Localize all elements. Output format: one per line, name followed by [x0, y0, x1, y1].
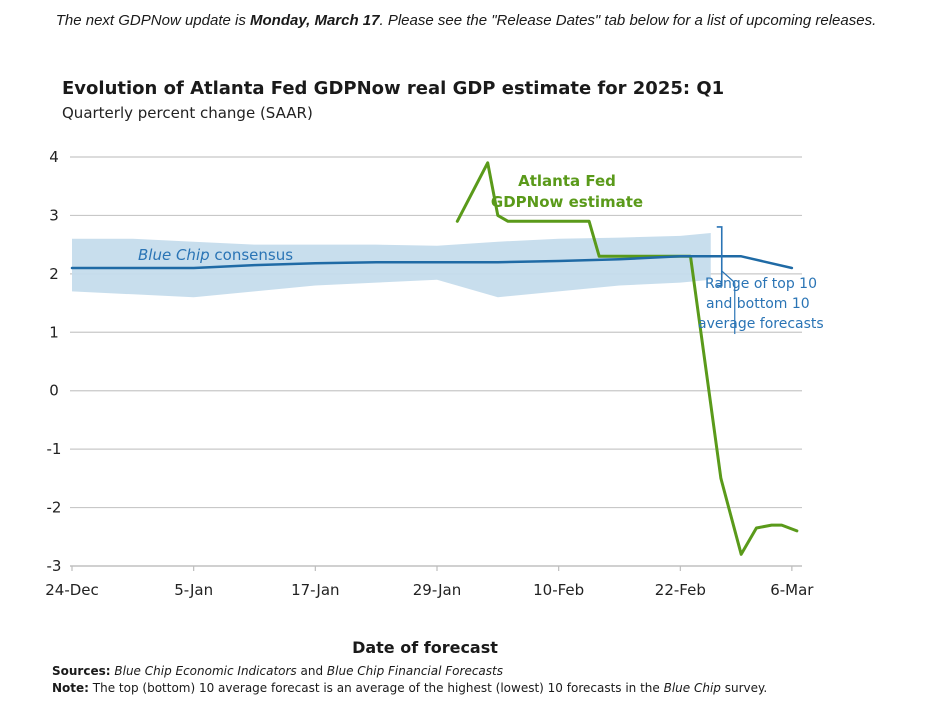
y-tick-label: 4: [49, 148, 59, 166]
x-tick-label: 22-Feb: [655, 581, 706, 599]
sources-label: Sources:: [52, 664, 111, 678]
range-band: [72, 232, 711, 298]
y-tick-label: -2: [47, 499, 62, 517]
source-1: Blue Chip Economic Indicators: [114, 664, 297, 678]
range-label-line2: and bottom 10: [706, 296, 810, 312]
notice-date: Monday, March 17: [250, 12, 380, 29]
sources-and: and: [296, 664, 327, 678]
x-axis-label: Date of forecast: [352, 638, 498, 657]
chart-footnotes: Sources: Blue Chip Economic Indicators a…: [52, 663, 852, 697]
gdpnow-chart: Evolution of Atlanta Fed GDPNow real GDP…: [40, 70, 840, 720]
chart-title: Evolution of Atlanta Fed GDPNow real GDP…: [62, 78, 725, 99]
x-tick-label: 5-Jan: [174, 581, 213, 599]
update-notice: The next GDPNow update is Monday, March …: [0, 12, 932, 29]
note-label: Note:: [52, 681, 89, 695]
y-tick-label: -3: [47, 557, 62, 575]
notice-suffix: . Please see the "Release Dates" tab bel…: [379, 12, 877, 29]
blue-chip-label: Blue Chip consensus: [138, 246, 293, 264]
sources-line: Sources: Blue Chip Economic Indicators a…: [52, 663, 852, 680]
note-line: Note: The top (bottom) 10 average foreca…: [52, 680, 852, 697]
blue-chip-label-rest: consensus: [210, 246, 294, 264]
gdpnow-label-line1: Atlanta Fed: [518, 172, 616, 190]
axis-labels: 4 3 2 1 0 -1 -2 -3 24-Dec 5-Jan 17-Jan 29-Jan 10-Feb…: [45, 148, 814, 657]
range-band-area: [72, 232, 711, 298]
x-tick-label: 24-Dec: [45, 581, 99, 599]
x-tick-label: 29-Jan: [413, 581, 461, 599]
source-2: Blue Chip Financial Forecasts: [326, 664, 503, 678]
blue-chip-consensus-line: [70, 255, 794, 270]
note-italic: Blue Chip: [663, 681, 721, 695]
gdpnow-estimate-line: [455, 161, 799, 556]
range-label-line3: average forecasts: [698, 316, 824, 332]
x-tick-label: 10-Feb: [533, 581, 584, 599]
x-tick-label: 17-Jan: [291, 581, 339, 599]
chart-plot: 4 3 2 1 0 -1 -2 -3 24-Dec 5-Jan 17-Jan 29-Jan 10-Feb…: [45, 148, 824, 657]
range-bracket: [716, 226, 723, 287]
y-tick-label: -1: [47, 440, 62, 458]
series-lines: [70, 161, 799, 556]
notice-prefix: The next GDPNow update is: [55, 12, 250, 29]
grid-lines: [70, 156, 802, 571]
range-label-line1: Range of top 10: [705, 276, 817, 292]
y-tick-label: 2: [49, 265, 59, 283]
annotations: Atlanta Fed GDPNow estimate Blue Chip cons…: [138, 172, 824, 335]
gdpnow-label-line2: GDPNow estimate: [491, 193, 643, 211]
blue-chip-label-italic: Blue Chip: [138, 246, 210, 264]
note-text-1: The top (bottom) 10 average forecast is …: [88, 681, 664, 695]
y-tick-label: 0: [49, 382, 59, 400]
y-tick-label: 1: [49, 323, 59, 341]
range-leader: [721, 270, 736, 284]
chart-subtitle: Quarterly percent change (SAAR): [62, 104, 313, 122]
note-text-2: survey.: [720, 681, 768, 695]
y-tick-label: 3: [49, 206, 59, 224]
x-tick-label: 6-Mar: [770, 581, 814, 599]
